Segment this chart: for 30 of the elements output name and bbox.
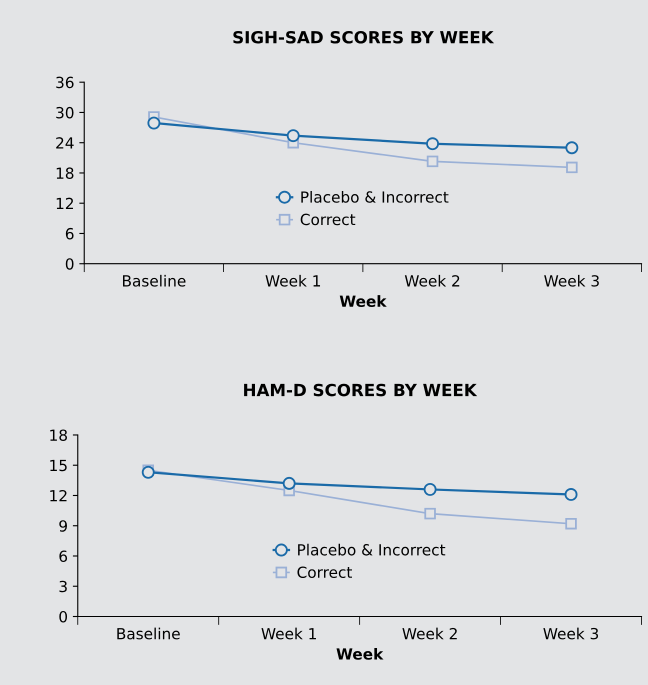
legend-label: Correct [300,214,356,226]
x-tick-label: Baseline [123,274,186,287]
y-tick-label: 0 [59,610,68,623]
y-tick-label: 6 [59,550,68,562]
legend-label: Correct [297,566,352,578]
y-tick-label: 12 [50,490,67,502]
y-tick-label: 6 [66,228,74,240]
x-tick-label: Week 1 [266,274,320,287]
y-tick-label: 18 [50,429,67,441]
x-tick-label: Week 2 [402,628,457,640]
y-tick-label: 0 [66,258,74,270]
x-tick-label: Week 3 [544,274,599,287]
chart-title: SIGH-SAD SCORES BY WEEK [233,30,494,44]
y-tick-label: 24 [56,137,74,149]
x-axis-title: Week [336,648,384,660]
y-tick-label: 15 [50,460,67,472]
x-tick-label: Week 2 [404,274,460,287]
legend-label: Placebo & Incorrect [298,544,446,556]
y-tick-label: 30 [56,106,74,118]
y-tick-label: 36 [56,76,74,88]
y-tick-label: 3 [59,580,67,592]
legend-label: Placebo & Incorrect [301,190,448,203]
x-axis-title: Week [340,295,387,308]
y-tick-label: 12 [56,198,73,210]
chart-title: HAM-D SCORES BY WEEK [244,384,478,396]
y-tick-label: 9 [59,520,67,532]
x-tick-label: Baseline [117,628,180,640]
x-tick-label: Week 1 [261,628,316,640]
y-tick-label: 18 [56,167,74,179]
x-tick-label: Week 3 [543,628,598,640]
